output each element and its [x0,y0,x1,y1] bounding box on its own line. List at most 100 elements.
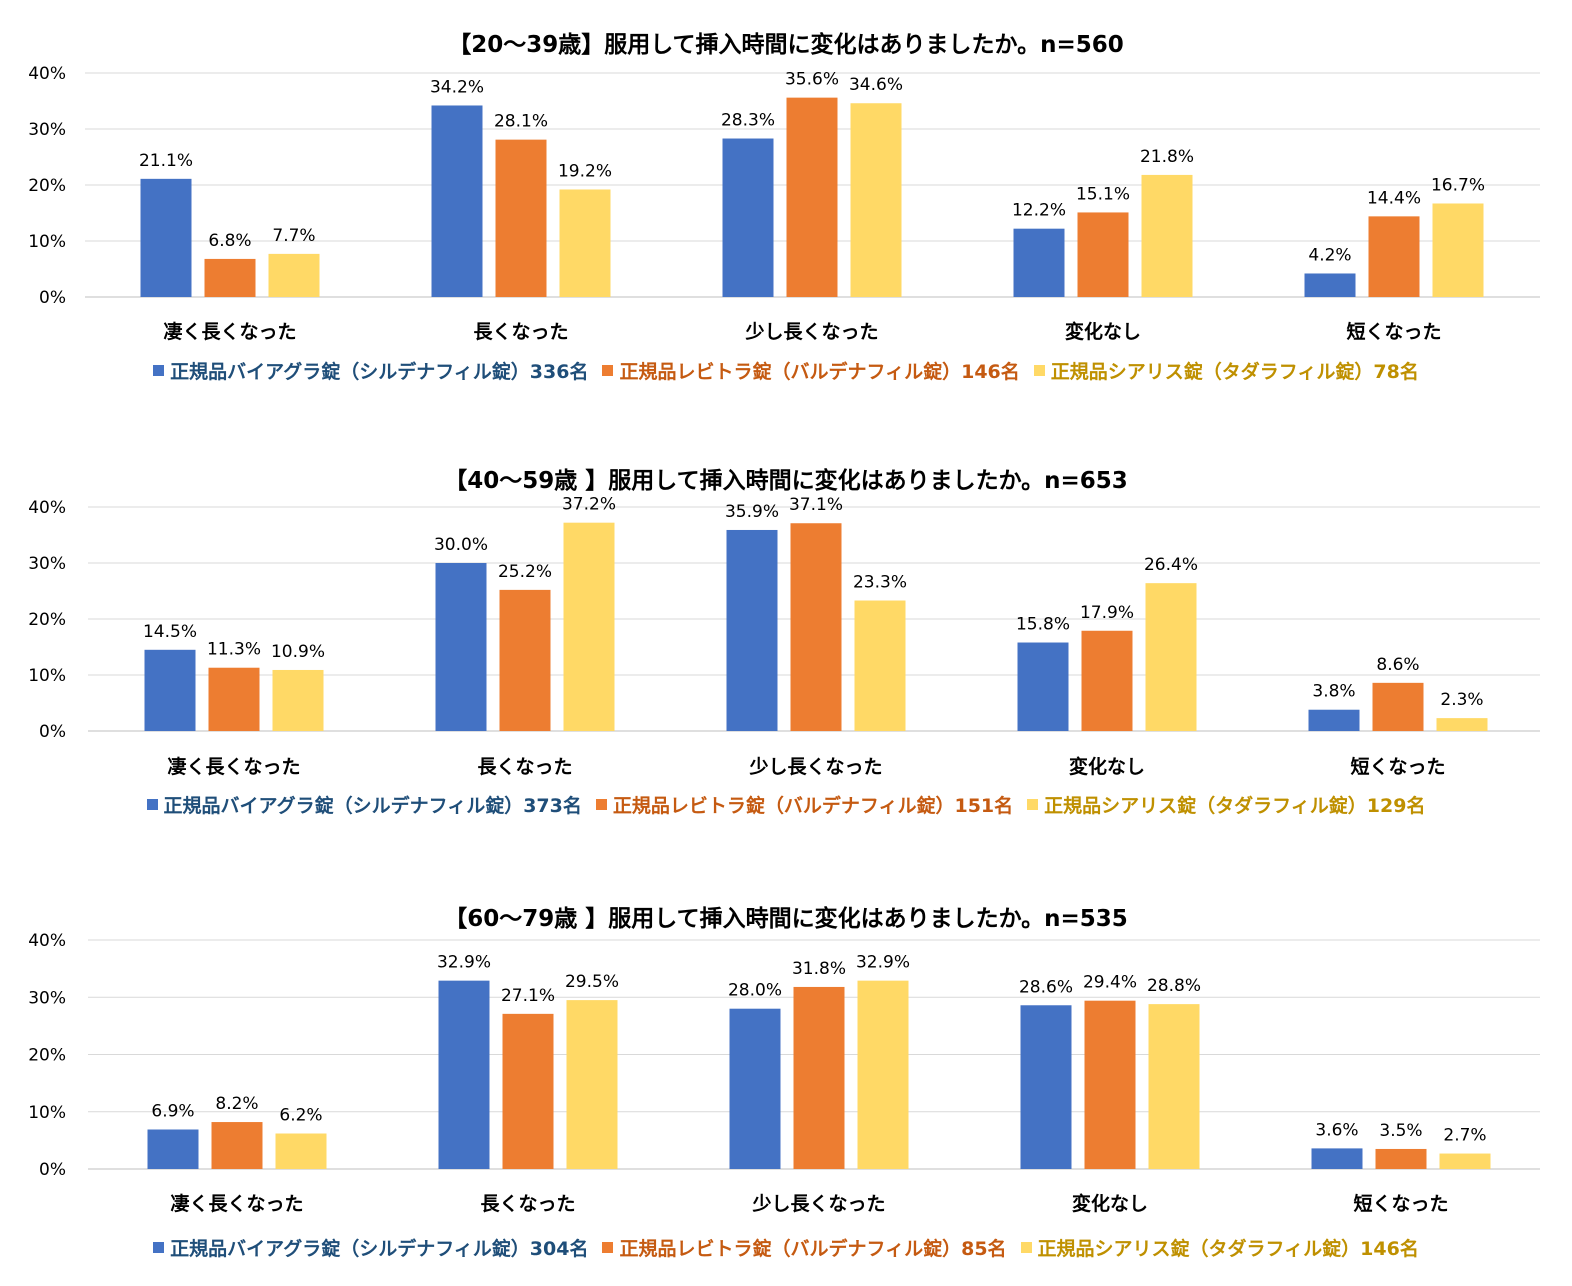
legend-swatch [602,365,614,376]
data-label: 14.4% [1367,188,1421,208]
legend-swatch [1027,799,1039,810]
legend-label: 正規品バイアグラ錠（シルデナフィル錠）304名 [170,1238,589,1260]
data-label: 26.4% [1144,555,1198,575]
bar [850,103,902,298]
data-label: 32.9% [437,953,491,973]
legend-label: 正規品レビトラ錠（バルデナフィル錠）151名 [612,795,1014,817]
data-label: 10.9% [271,642,325,662]
bar [272,669,324,731]
legend-item-cialis: 正規品シアリス錠（タダラフィル錠）78名 [1033,357,1419,384]
legend-label: 正規品シアリス錠（タダラフィル錠）78名 [1050,361,1419,383]
bar [566,1000,618,1169]
y-tick-label: 0% [39,1160,66,1180]
data-label: 27.1% [501,986,555,1006]
data-label: 32.9% [856,953,910,973]
bar [502,1013,554,1169]
legend-swatch [595,799,607,810]
data-label: 23.3% [853,573,907,593]
legend-label: 正規品バイアグラ錠（シルデナフィル錠）336名 [170,361,589,383]
bar [1432,203,1484,297]
data-label: 37.2% [562,495,616,515]
bar [1020,1005,1072,1169]
bar [1017,642,1069,731]
data-label: 21.8% [1140,147,1194,167]
data-label: 28.3% [721,111,775,131]
bar [499,589,551,731]
bar [786,97,838,297]
data-label: 28.0% [728,981,782,1001]
bar [1013,228,1065,297]
chart-title: 【60〜79歳 】服用して挿入時間に変化はありましたか。n=535 [444,905,1128,932]
category-label: 凄く長くなった [163,320,296,343]
y-tick-label: 10% [28,666,66,686]
bar [1372,682,1424,731]
bar [1375,1148,1427,1169]
data-label: 3.8% [1312,682,1355,702]
bar [1141,174,1193,297]
legend-swatch [153,1242,165,1253]
data-label: 6.9% [151,1101,194,1121]
bar [431,105,483,297]
bar [147,1129,199,1169]
legend-item-levitra: 正規品レビトラ錠（バルデナフィル錠）85名 [602,1234,1007,1261]
data-label: 31.8% [792,959,846,979]
data-label: 11.3% [207,640,261,660]
legend-item-viagra: 正規品バイアグラ錠（シルデナフィル錠）373名 [146,791,582,818]
data-label: 29.5% [565,972,619,992]
legend-swatch [146,799,158,810]
legend-swatch [602,1242,614,1253]
bar [1311,1148,1363,1169]
bar [204,258,256,297]
legend-item-levitra: 正規品レビトラ錠（バルデナフィル錠）151名 [595,791,1014,818]
data-label: 6.8% [208,231,251,251]
data-label: 4.2% [1308,245,1351,265]
data-label: 21.1% [139,151,193,171]
data-label: 30.0% [434,535,488,555]
bar [1081,630,1133,731]
legend-swatch [153,365,165,376]
bar [1439,1153,1491,1169]
data-label: 2.7% [1443,1126,1486,1146]
bar [793,986,845,1169]
data-label: 25.2% [498,562,552,582]
category-label: 少し長くなった [751,1193,885,1215]
bar [211,1122,263,1169]
data-label: 29.4% [1083,973,1137,993]
legend-item-levitra: 正規品レビトラ錠（バルデナフィル錠）146名 [602,357,1020,384]
data-label: 8.6% [1376,655,1419,675]
bar [1304,273,1356,297]
bar [268,253,320,297]
category-label: 長くなった [480,1193,575,1215]
category-label: 変化なし [1069,755,1145,778]
category-label: 長くなった [477,756,572,778]
legend-label: 正規品シアリス錠（タダラフィル錠）146名 [1037,1238,1419,1260]
chart-title: 【20〜39歳】服用して挿入時間に変化はありましたか。n=560 [448,31,1124,58]
legend-item-cialis: 正規品シアリス錠（タダラフィル錠）129名 [1027,791,1425,818]
y-tick-label: 20% [28,176,66,196]
category-label: 変化なし [1072,1192,1148,1215]
legend-chart-2: 正規品バイアグラ錠（シルデナフィル錠）373名 正規品レビトラ錠（バルデナフィル… [0,791,1572,818]
bar [1368,216,1420,297]
category-label: 変化なし [1065,320,1141,343]
category-label: 短くなった [1353,1192,1448,1215]
legend-label: 正規品レビトラ錠（バルデナフィル錠）146名 [619,361,1020,383]
y-tick-label: 20% [28,610,66,630]
y-tick-label: 30% [28,120,66,140]
bar [1145,583,1197,731]
legend-chart-3: 正規品バイアグラ錠（シルデナフィル錠）304名 正規品レビトラ錠（バルデナフィル… [0,1234,1572,1261]
category-label: 短くなった [1346,320,1441,343]
y-tick-label: 0% [39,722,66,742]
y-tick-label: 30% [28,988,66,1008]
legend-swatch [1020,1242,1032,1253]
y-tick-label: 40% [28,498,66,518]
data-label: 28.8% [1147,976,1201,996]
data-label: 28.1% [494,112,548,132]
category-label: 少し長くなった [748,756,882,778]
bar [438,980,490,1169]
bar [144,649,196,731]
y-tick-label: 10% [28,232,66,252]
bar [1436,718,1488,731]
data-label: 7.7% [272,226,315,246]
data-label: 12.2% [1012,201,1066,221]
